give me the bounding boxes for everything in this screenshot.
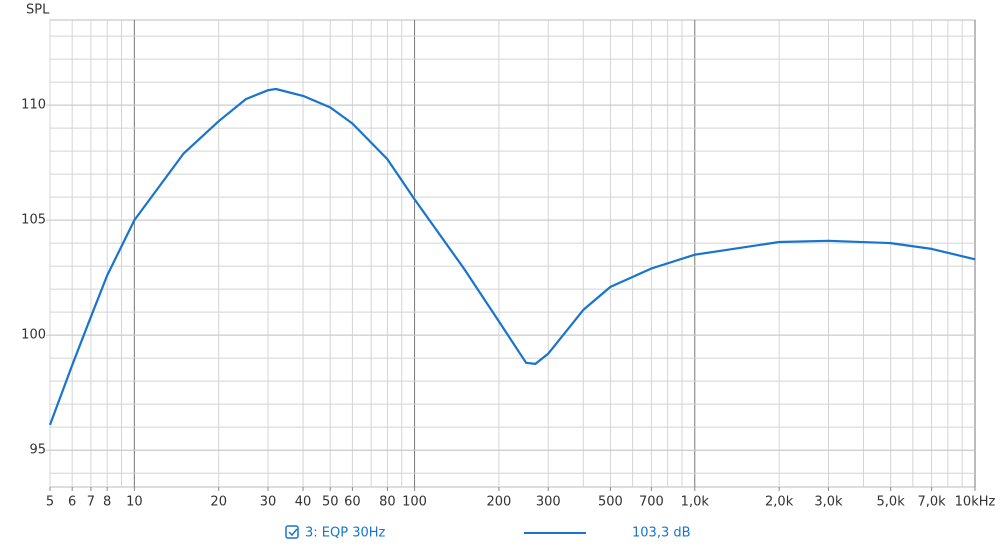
y-axis-label: SPL [26,3,50,18]
checkmark [288,528,298,537]
series-line [48,87,976,426]
y-tick-label: 100 [21,328,46,343]
x-tick-label: 8 [103,495,111,510]
plot [48,87,976,426]
x-tick-label: 6 [68,495,76,510]
x-tick-label: 30 [260,495,277,510]
x-tick-label: 5,0k [877,495,906,510]
legend-label: 3: EQP 30Hz [305,526,386,541]
legend: 3: EQP 30Hz 103,3 dB [285,525,691,541]
x-tick-label: 700 [639,495,664,510]
grid: 5 6 7 8 10 20 30 40 50 60 80 100 200 300 500 700 1,0k 2,0… [21,19,996,510]
x-tick-label: 100 [402,495,427,510]
x-tick-label: 7 [87,495,95,510]
x-tick-label: 2,0k [765,495,794,510]
y-tick-label: 95 [29,443,46,458]
x-tick-label: 3,0k [814,495,843,510]
x-tick-label: 500 [598,495,623,510]
x-tick-label: 50 [322,495,339,510]
x-tick-label: 1,0k [681,495,710,510]
x-tick-label: 10 [126,495,143,510]
x-tick-label: 200 [487,495,512,510]
x-tick-label: 7,0k [917,495,946,510]
y-tick-label: 110 [21,98,46,113]
x-tick-label: 80 [379,495,396,510]
plot-frame [49,19,976,488]
x-tick-label: 40 [295,495,312,510]
legend-value: 103,3 dB [632,526,691,541]
legend-checkbox[interactable] [285,525,299,539]
x-tick-label: 10kHz [955,495,996,510]
x-tick-label: 20 [210,495,227,510]
x-tick-label: 60 [344,495,361,510]
y-tick-label: 105 [21,213,46,228]
x-tick-label: 5 [46,495,54,510]
x-tick-label: 300 [536,495,561,510]
